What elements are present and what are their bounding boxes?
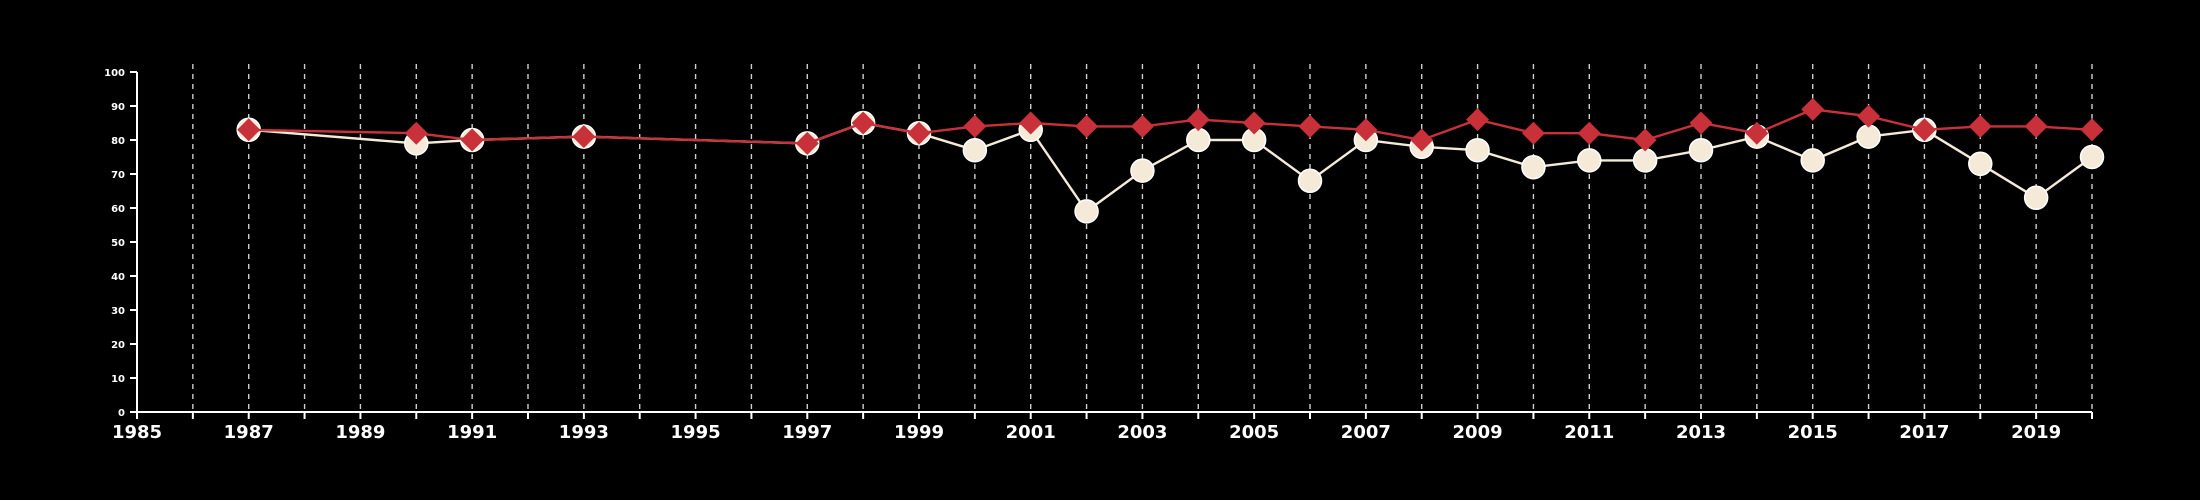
y-tick-label-50: 50 (111, 238, 125, 249)
x-tick-label-1993: 1993 (559, 422, 609, 443)
y-tick-label-40: 40 (111, 272, 125, 283)
x-tick-label-2007: 2007 (1341, 422, 1391, 443)
series-1-point-1997 (795, 131, 819, 155)
x-tick-label-1987: 1987 (224, 422, 274, 443)
series-0-point-2009 (1465, 137, 1490, 163)
series-0-point-2018 (1968, 151, 1993, 177)
series-0-point-2020 (2079, 144, 2105, 170)
series-0-point-2011 (1577, 148, 1602, 173)
x-tick-label-1989: 1989 (335, 422, 385, 443)
y-tick-label-100: 100 (104, 68, 125, 79)
x-tick-label-2017: 2017 (1899, 422, 1949, 443)
x-tick-label-2009: 2009 (1453, 422, 1503, 443)
series-1-point-1990 (404, 121, 428, 145)
y-tick-label-30: 30 (111, 306, 125, 317)
x-tick-label-2019: 2019 (2011, 422, 2061, 443)
series-1-point-2010 (1521, 121, 1545, 145)
series-1-point-1991 (460, 128, 484, 152)
series-1-point-1993 (572, 125, 596, 149)
series-1-point-1998 (851, 111, 875, 135)
series-1-point-2014 (1745, 121, 1769, 145)
series-layer (236, 97, 2105, 224)
series-1-point-2002 (1075, 114, 1099, 138)
series-1-point-2007 (1354, 118, 1378, 142)
series-1-line (248, 108, 2093, 145)
series-1-point-2012 (1633, 128, 1657, 152)
x-tick-label-1991: 1991 (447, 422, 497, 443)
x-tick-label-2001: 2001 (1006, 422, 1056, 443)
series-0-point-2012 (1632, 148, 1658, 173)
series-1-point-1987 (237, 118, 261, 142)
series-1-point-2016 (1857, 104, 1881, 128)
axes: 1985 1987 1989 1991 1993 1995 1997 1999 2001 2003… (104, 68, 2093, 443)
series-0-point-2004 (1186, 127, 1211, 153)
x-tick-label-1997: 1997 (782, 422, 832, 443)
series-0-point-2002 (1074, 199, 1099, 224)
series-0-point-2015 (1800, 148, 1825, 173)
series-0-point-2019 (2023, 185, 2049, 211)
x-tick-label-2013: 2013 (1676, 422, 1726, 443)
y-tick-label-80: 80 (111, 136, 125, 147)
series-0-point-2013 (1688, 137, 1714, 163)
series-1-point-2013 (1689, 111, 1713, 135)
x-tick-label-2011: 2011 (1564, 422, 1614, 443)
series-1-point-2018 (1968, 114, 1992, 138)
series-1-point-2015 (1801, 97, 1825, 121)
x-tick-label-1999: 1999 (894, 422, 944, 443)
series-0-point-2006 (1297, 168, 1323, 194)
series-1-point-2019 (2024, 114, 2048, 138)
x-tick-label-2003: 2003 (1117, 422, 1167, 443)
vertical-gridlines (192, 64, 2093, 412)
series-1-point-2000 (963, 114, 987, 138)
y-tick-label-90: 90 (111, 102, 125, 113)
series-1-point-2001 (1019, 111, 1043, 135)
x-tick-label-2005: 2005 (1229, 422, 1279, 443)
x-tick-label-2015: 2015 (1788, 422, 1838, 443)
y-tick-label-60: 60 (111, 204, 125, 215)
y-tick-label-20: 20 (111, 340, 125, 351)
series-1-point-1999 (907, 121, 931, 145)
series-0-point-2000 (962, 137, 988, 163)
y-tick-label-10: 10 (111, 374, 125, 385)
series-0-point-2016 (1856, 124, 1881, 149)
series-1-point-2005 (1242, 111, 1266, 135)
series-0-point-2003 (1130, 158, 1155, 183)
series-1-point-2008 (1410, 128, 1434, 152)
y-tick-label-70: 70 (111, 170, 125, 181)
series-1-point-2006 (1298, 114, 1322, 138)
series-1-point-2009 (1466, 108, 1490, 132)
series-1-point-2003 (1130, 114, 1154, 138)
x-tick-label-1985: 1985 (112, 422, 162, 443)
series-1-point-2004 (1186, 108, 1210, 132)
series-1-point-2020 (2080, 118, 2104, 142)
series-1-point-2017 (1912, 118, 1936, 142)
series-0-point-2010 (1521, 154, 1546, 180)
y-tick-label-0: 0 (118, 408, 125, 419)
series-1-point-2011 (1577, 121, 1601, 145)
x-tick-label-1995: 1995 (671, 422, 721, 443)
